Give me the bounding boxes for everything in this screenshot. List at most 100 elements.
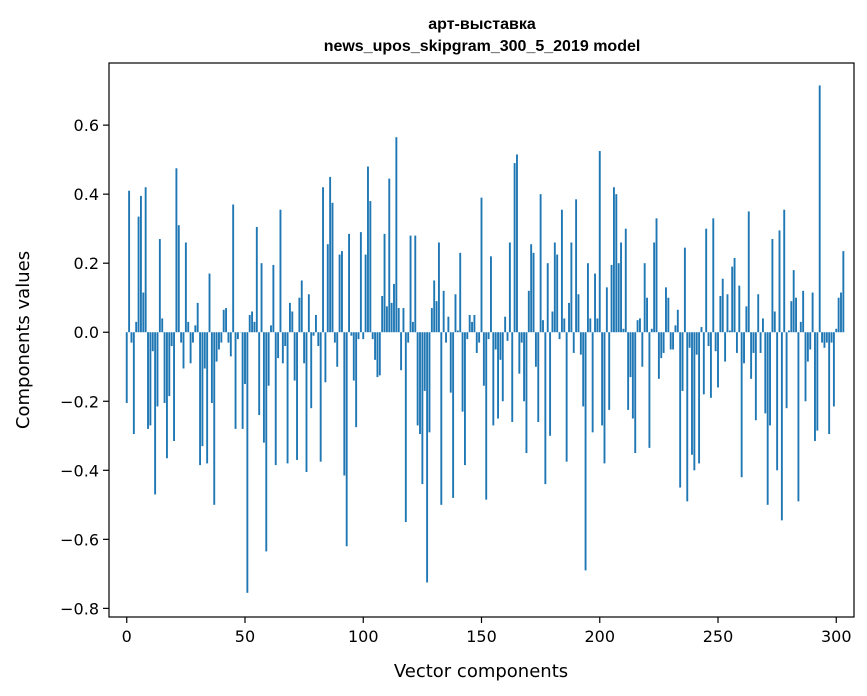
y-tick-label: −0.4: [60, 461, 99, 480]
bar: [348, 233, 350, 333]
bar: [471, 321, 473, 333]
bar: [125, 332, 128, 403]
bar: [795, 297, 797, 333]
bar: [681, 332, 684, 391]
bar: [468, 314, 471, 333]
bar: [728, 330, 731, 333]
bar: [556, 254, 559, 333]
y-tick-label: 0.4: [74, 185, 99, 204]
bar: [390, 302, 393, 333]
bar: [234, 332, 237, 429]
bar: [352, 332, 355, 381]
bar: [646, 297, 648, 333]
bar: [180, 332, 183, 343]
bar: [393, 283, 395, 333]
bar: [752, 332, 755, 353]
bar: [473, 314, 476, 333]
bar: [771, 239, 774, 333]
x-tick-label: 150: [466, 627, 497, 646]
bar: [442, 290, 445, 333]
bar: [816, 332, 819, 431]
bar: [449, 332, 452, 393]
bar: [251, 311, 254, 333]
bar: [714, 332, 717, 352]
bar: [705, 228, 708, 333]
bar: [407, 332, 410, 343]
bar: [388, 178, 391, 333]
bar: [591, 332, 594, 433]
bar: [343, 332, 346, 476]
bar: [814, 332, 816, 441]
bar: [149, 332, 152, 426]
bar: [802, 290, 805, 333]
bar: [494, 332, 497, 350]
bar: [783, 209, 786, 333]
bar: [147, 332, 149, 429]
bar: [837, 297, 840, 333]
bar: [788, 330, 790, 333]
bar: [307, 294, 310, 333]
bar: [650, 328, 653, 333]
bar: [158, 239, 161, 333]
bar: [298, 297, 301, 333]
bar: [750, 332, 753, 379]
bar: [534, 332, 537, 367]
bar: [203, 332, 206, 369]
bar: [792, 270, 795, 333]
bar: [821, 332, 824, 343]
bar: [657, 332, 660, 379]
bar: [383, 233, 386, 333]
bar: [608, 332, 611, 410]
bar: [804, 332, 807, 402]
bar: [142, 292, 145, 333]
bar: [464, 332, 466, 466]
bar: [437, 242, 440, 333]
bar: [520, 332, 523, 343]
bar: [130, 332, 133, 343]
x-tick-label: 0: [122, 627, 132, 646]
bar: [712, 218, 715, 333]
bar: [416, 332, 419, 426]
bar: [594, 273, 596, 333]
bar: [225, 308, 228, 333]
bar: [236, 332, 239, 340]
bar: [586, 263, 589, 333]
bar: [227, 332, 230, 343]
bar: [189, 332, 192, 364]
bar: [698, 332, 701, 464]
bar: [747, 211, 750, 333]
bar: [480, 197, 483, 333]
bar: [667, 297, 670, 333]
bar: [262, 332, 265, 443]
bar: [757, 294, 760, 333]
bar: [504, 316, 507, 333]
bar: [717, 332, 719, 388]
bar: [709, 332, 712, 398]
bar: [402, 308, 405, 333]
bar: [459, 252, 462, 333]
bar: [374, 332, 377, 360]
bar: [293, 332, 296, 381]
y-axis-label: Components values: [13, 251, 34, 429]
bar: [499, 332, 502, 360]
bar: [683, 247, 686, 333]
bar: [409, 235, 412, 333]
bar: [210, 332, 213, 403]
bar: [691, 332, 693, 455]
bar: [830, 332, 833, 343]
bar: [310, 332, 313, 409]
bar: [511, 332, 514, 422]
x-tick-label: 100: [348, 627, 379, 646]
bar: [144, 187, 147, 333]
bar: [456, 330, 459, 333]
bar: [244, 332, 246, 385]
bar: [719, 295, 722, 333]
bar: [156, 332, 159, 407]
bar: [799, 321, 802, 333]
bar: [546, 263, 549, 333]
bar: [220, 332, 223, 343]
bar: [132, 332, 135, 435]
y-tick-label: 0.6: [74, 116, 99, 135]
bar: [766, 332, 769, 505]
bar: [769, 332, 771, 426]
